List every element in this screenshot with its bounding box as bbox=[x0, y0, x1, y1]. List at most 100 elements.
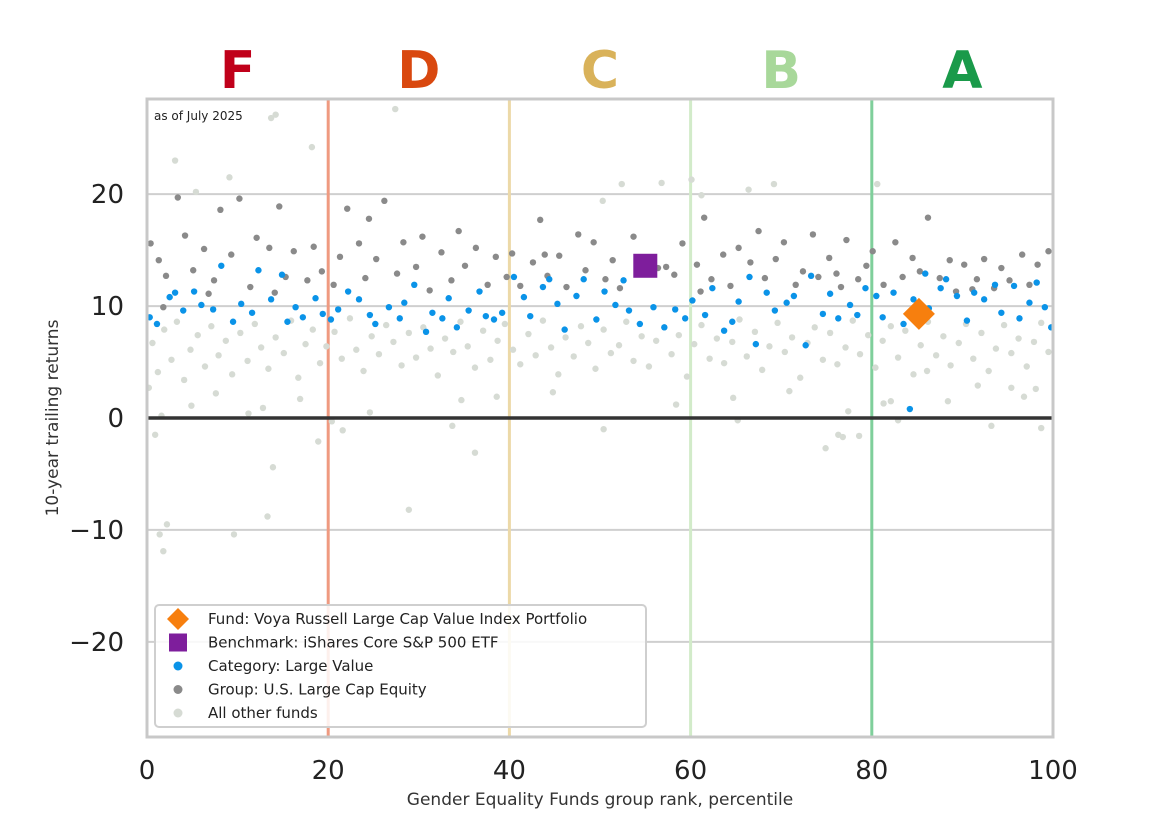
point bbox=[476, 288, 483, 295]
point bbox=[607, 349, 615, 357]
point bbox=[961, 261, 968, 268]
point bbox=[217, 206, 224, 214]
point bbox=[758, 366, 766, 374]
point bbox=[658, 179, 665, 187]
point bbox=[461, 262, 469, 269]
point bbox=[464, 343, 471, 350]
point bbox=[693, 261, 701, 268]
point bbox=[675, 331, 683, 339]
point bbox=[237, 329, 244, 337]
point bbox=[479, 327, 487, 334]
point bbox=[582, 267, 589, 274]
point bbox=[906, 405, 914, 413]
point bbox=[752, 340, 760, 348]
point bbox=[973, 276, 981, 283]
point bbox=[698, 321, 705, 329]
point bbox=[735, 244, 742, 252]
point bbox=[580, 276, 587, 283]
point bbox=[1008, 384, 1015, 391]
point bbox=[375, 351, 383, 358]
point bbox=[517, 361, 524, 368]
point bbox=[1034, 261, 1041, 268]
point bbox=[562, 334, 569, 341]
y-tick-label: 20 bbox=[91, 180, 124, 210]
point bbox=[708, 276, 715, 283]
x-tick-label: 20 bbox=[312, 756, 345, 786]
point bbox=[835, 315, 842, 322]
point bbox=[819, 310, 827, 318]
point bbox=[781, 348, 789, 356]
point bbox=[309, 326, 316, 333]
legend: Fund: Voya Russell Large Cap Value Index… bbox=[154, 604, 647, 728]
point bbox=[602, 276, 609, 283]
point bbox=[729, 338, 736, 346]
benchmark-marker bbox=[633, 253, 658, 278]
point bbox=[924, 214, 932, 221]
point bbox=[147, 240, 154, 247]
point bbox=[299, 314, 307, 321]
point bbox=[455, 227, 462, 235]
point bbox=[429, 309, 436, 316]
point bbox=[344, 288, 352, 295]
point bbox=[697, 288, 704, 295]
point bbox=[292, 303, 299, 311]
point bbox=[652, 337, 660, 344]
point bbox=[405, 506, 413, 513]
point bbox=[304, 277, 311, 284]
legend-marker-benchmark bbox=[169, 633, 187, 652]
point bbox=[458, 396, 465, 404]
point bbox=[236, 195, 243, 202]
x-axis-label: Gender Equality Funds group rank, percen… bbox=[407, 790, 793, 810]
point bbox=[412, 354, 420, 361]
point bbox=[180, 376, 188, 384]
point bbox=[181, 232, 189, 239]
point bbox=[770, 180, 778, 188]
legend-label: Fund: Voya Russell Large Cap Value Index… bbox=[208, 610, 587, 628]
point bbox=[315, 438, 322, 445]
point bbox=[811, 324, 818, 331]
grade-label-c: C bbox=[581, 41, 619, 101]
point bbox=[173, 318, 181, 325]
point bbox=[537, 216, 544, 224]
y-axis-label: 10-year trailing returns bbox=[43, 319, 63, 516]
point bbox=[503, 273, 510, 281]
point bbox=[154, 368, 162, 376]
point bbox=[849, 317, 856, 324]
point bbox=[869, 248, 876, 255]
point bbox=[826, 290, 834, 297]
point bbox=[797, 374, 804, 381]
point bbox=[508, 250, 516, 257]
point bbox=[855, 432, 863, 440]
point bbox=[244, 357, 251, 365]
point bbox=[942, 276, 950, 283]
point bbox=[556, 252, 563, 259]
point bbox=[944, 398, 952, 405]
point bbox=[441, 335, 449, 342]
point bbox=[638, 333, 645, 340]
point bbox=[616, 284, 624, 292]
point bbox=[845, 408, 852, 415]
point bbox=[365, 215, 373, 222]
point bbox=[276, 203, 283, 210]
point bbox=[272, 334, 279, 341]
point bbox=[854, 311, 861, 319]
point bbox=[910, 371, 917, 378]
legend-marker-dot bbox=[173, 661, 183, 671]
point bbox=[720, 327, 728, 334]
y-tick-label: 0 bbox=[107, 404, 124, 434]
point bbox=[792, 281, 799, 289]
point bbox=[445, 295, 452, 302]
point bbox=[575, 231, 582, 238]
point bbox=[902, 327, 909, 334]
y-tick-label: 10 bbox=[91, 292, 124, 322]
point bbox=[980, 255, 988, 263]
legend-box bbox=[154, 604, 647, 728]
point bbox=[991, 281, 999, 289]
x-tick-label: 0 bbox=[139, 756, 156, 786]
point bbox=[171, 289, 179, 296]
legend-label: Benchmark: iShares Core S&P 500 ETF bbox=[208, 634, 498, 652]
point bbox=[472, 244, 480, 252]
fund-marker bbox=[902, 297, 935, 330]
point bbox=[210, 277, 218, 284]
legend-marker-dot bbox=[173, 708, 183, 718]
